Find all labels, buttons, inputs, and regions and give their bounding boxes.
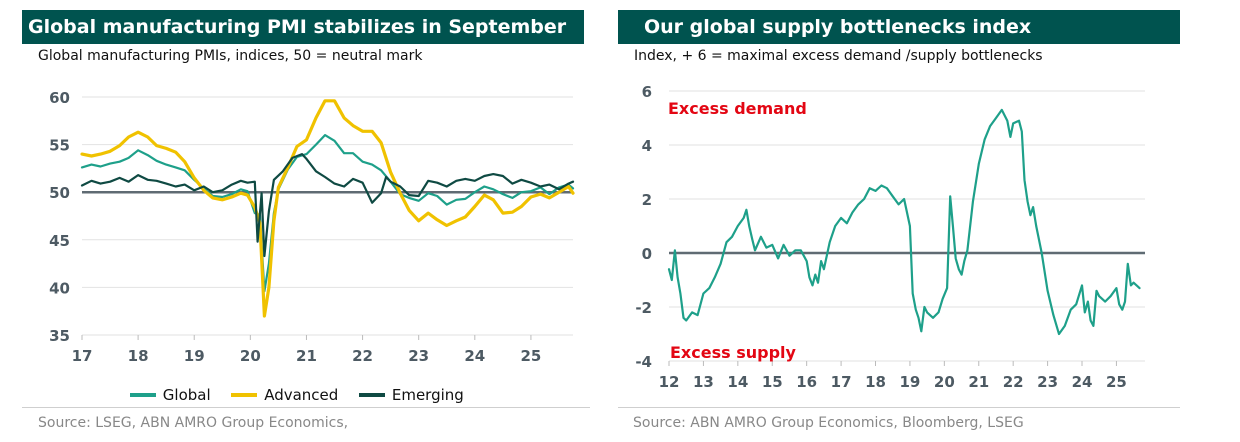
- y-tick-label: 6: [642, 83, 652, 101]
- x-tick-label: 14: [727, 373, 748, 391]
- bottleneck-chart-subtitle: Index, + 6 = maximal excess demand /supp…: [634, 48, 1043, 64]
- pmi-line-chart: 35 40 45 50 55 60 17 18 19 20 21 22 23 24 25: [49, 89, 575, 365]
- x-tick-label: 20: [240, 347, 261, 365]
- x-tick-label: 22: [352, 347, 373, 365]
- x-tick-label: 18: [128, 347, 149, 365]
- x-tick-label: 18: [865, 373, 886, 391]
- y-tick-label: 50: [49, 184, 70, 202]
- legend-label-advanced: Advanced: [264, 386, 339, 404]
- y-tick-label: 60: [49, 89, 70, 107]
- x-tick-label: 21: [968, 373, 989, 391]
- pmi-chart-subtitle: Global manufacturing PMIs, indices, 50 =…: [38, 48, 423, 64]
- x-tick-label: 23: [1037, 373, 1058, 391]
- legend-item-global: Global: [130, 386, 211, 404]
- y-tick-label: 40: [49, 279, 70, 297]
- pmi-legend: Global Advanced Emerging: [130, 386, 480, 404]
- bottleneck-chart-title: Our global supply bottlenecks index: [618, 10, 1180, 44]
- x-tick-label: 22: [1003, 373, 1024, 391]
- x-tick-label: 16: [796, 373, 817, 391]
- legend-swatch-advanced: [231, 392, 258, 397]
- x-tick-label: 17: [831, 373, 852, 391]
- series-line-supply-bottlenecks-index: [667, 108, 1141, 336]
- x-tick-label: 25: [520, 347, 541, 365]
- bottleneck-source-divider: [618, 407, 1180, 408]
- legend-swatch-global: [130, 392, 156, 397]
- excess-supply-annotation: Excess supply: [670, 343, 797, 362]
- y-tick-label: -2: [635, 299, 652, 317]
- legend-item-advanced: Advanced: [231, 386, 338, 404]
- legend-item-emerging: Emerging: [359, 386, 464, 404]
- x-tick-label: 24: [464, 347, 485, 365]
- legend-label-emerging: Emerging: [391, 386, 464, 404]
- x-tick-label: 19: [184, 347, 205, 365]
- x-tick-label: 23: [408, 347, 429, 365]
- pmi-source-note: Source: LSEG, ABN AMRO Group Economics,: [38, 415, 349, 431]
- x-tick-label: 21: [296, 347, 317, 365]
- pmi-chart-panel: Global manufacturing PMI stabilizes in S…: [0, 0, 600, 442]
- excess-demand-annotation: Excess demand: [668, 99, 807, 118]
- x-tick-label: 17: [72, 347, 93, 365]
- pmi-source-divider: [22, 407, 590, 408]
- x-tick-label: 13: [693, 373, 714, 391]
- y-tick-label: 0: [642, 245, 652, 263]
- y-tick-label: 55: [49, 137, 70, 155]
- bottleneck-chart-panel: Our global supply bottlenecks index Inde…: [615, 0, 1240, 442]
- y-tick-label: 45: [49, 232, 70, 250]
- x-tick-label: 12: [659, 373, 680, 391]
- y-tick-label: 35: [49, 327, 70, 345]
- pmi-chart-title: Global manufacturing PMI stabilizes in S…: [22, 10, 584, 44]
- series-line-advanced: [80, 99, 575, 318]
- y-tick-label: 2: [642, 191, 652, 209]
- x-tick-label: 19: [899, 373, 920, 391]
- bottleneck-source-note: Source: ABN AMRO Group Economics, Bloomb…: [633, 415, 1024, 431]
- legend-swatch-emerging: [359, 392, 386, 397]
- x-tick-label: 25: [1106, 373, 1127, 391]
- series-line-emerging: [80, 153, 575, 258]
- x-tick-label: 20: [934, 373, 955, 391]
- y-tick-label: 4: [642, 137, 652, 155]
- x-tick-label: 24: [1072, 373, 1093, 391]
- legend-label-global: Global: [162, 386, 211, 404]
- x-tick-label: 15: [762, 373, 783, 391]
- series-line-global: [80, 134, 575, 293]
- y-tick-label: -4: [635, 353, 652, 371]
